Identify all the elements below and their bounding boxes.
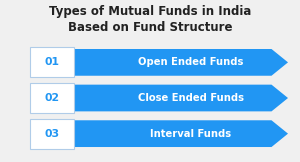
Polygon shape (66, 49, 288, 76)
Text: 01: 01 (44, 57, 59, 67)
Text: 02: 02 (44, 93, 59, 103)
Polygon shape (66, 120, 288, 147)
Text: Interval Funds: Interval Funds (150, 129, 231, 139)
Text: Types of Mutual Funds in India
Based on Fund Structure: Types of Mutual Funds in India Based on … (49, 5, 251, 34)
Polygon shape (66, 85, 288, 111)
FancyBboxPatch shape (30, 119, 74, 149)
Text: 03: 03 (44, 129, 59, 139)
FancyBboxPatch shape (30, 83, 74, 113)
Text: Open Ended Funds: Open Ended Funds (138, 57, 243, 67)
Text: Close Ended Funds: Close Ended Funds (137, 93, 244, 103)
FancyBboxPatch shape (30, 47, 74, 77)
